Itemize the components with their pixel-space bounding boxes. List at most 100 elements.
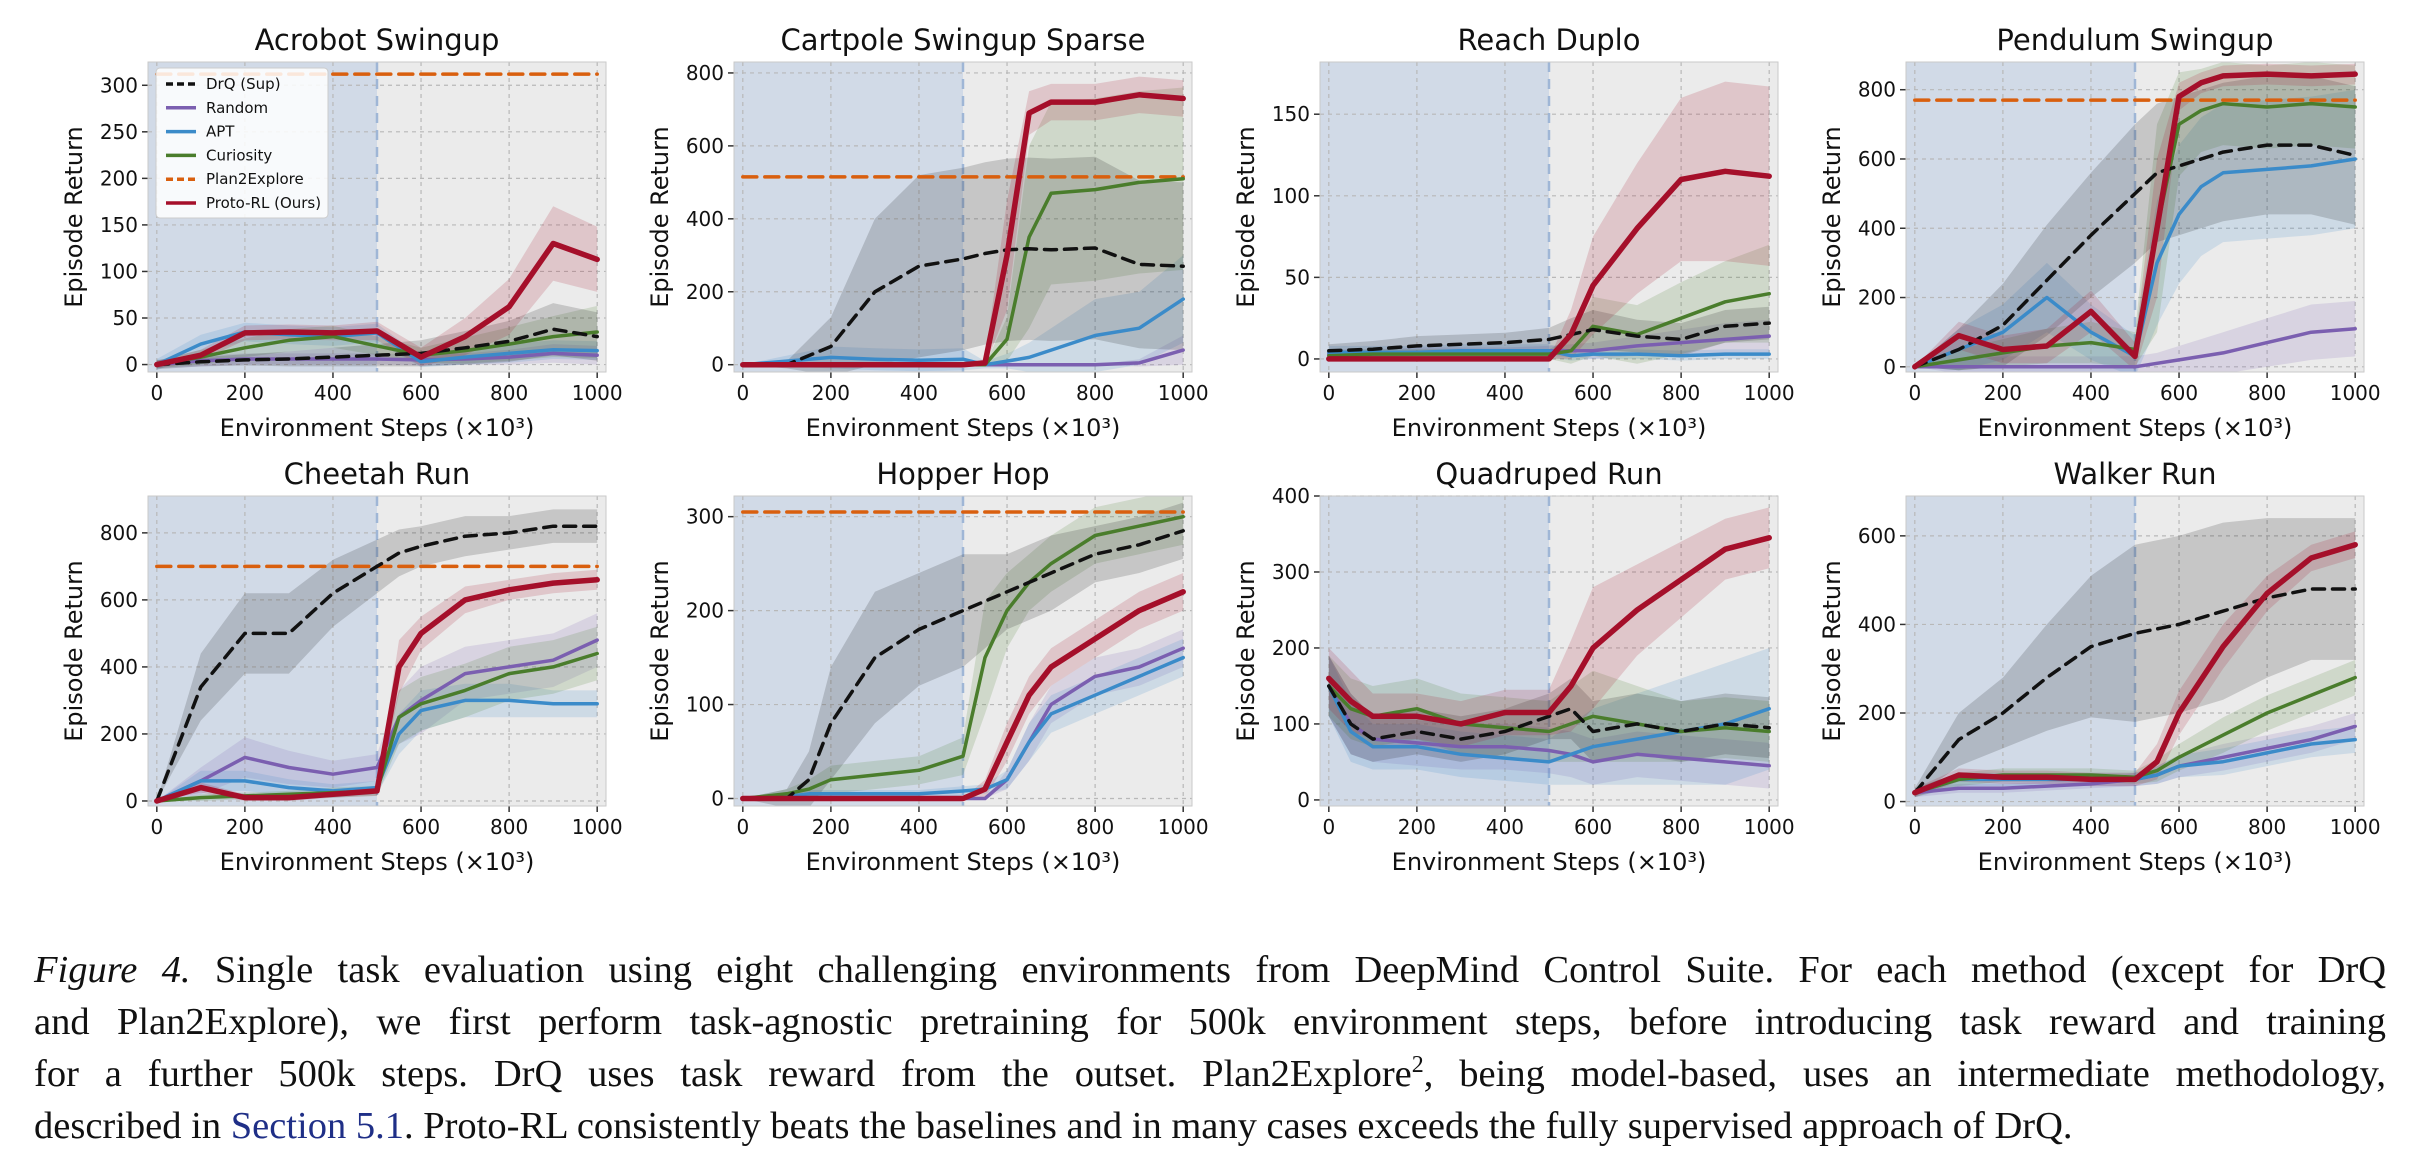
series-line-drq bbox=[741, 529, 1185, 801]
x-tick-label: 600 bbox=[988, 815, 1026, 839]
series-line-drq bbox=[1913, 143, 2357, 369]
chart-acrobot-swingup: 0 200 400 600 800 1000 0 50 100 150 200 250 300 Acrob… bbox=[60, 23, 623, 442]
x-tick-label: 600 bbox=[402, 815, 440, 839]
x-axis-label: Environment Steps (×10³) bbox=[806, 848, 1121, 876]
y-tick-label: 0 bbox=[1883, 790, 1896, 814]
y-axis-label: Episode Return bbox=[1818, 560, 1846, 742]
legend-label-apt: APT bbox=[206, 123, 235, 141]
band-protorl bbox=[1328, 507, 1770, 747]
pretraining-region bbox=[734, 496, 963, 806]
x-tick-label: 0 bbox=[150, 381, 163, 405]
x-axis-label: Environment Steps (×10³) bbox=[1978, 414, 2293, 442]
x-tick-label: 600 bbox=[1574, 815, 1612, 839]
x-tick-label: 1000 bbox=[2330, 381, 2381, 405]
legend-label-plan2explore: Plan2Explore bbox=[206, 170, 304, 188]
band-drq bbox=[742, 502, 1184, 806]
y-tick-label: 0 bbox=[125, 353, 138, 377]
series-line-protorl bbox=[154, 577, 600, 804]
caption-line-4: described in Section 5.1. Proto-RL consi… bbox=[34, 1100, 2386, 1152]
x-tick-label: 800 bbox=[1076, 815, 1114, 839]
x-tick-label: 200 bbox=[812, 815, 850, 839]
y-axis-label: Episode Return bbox=[646, 560, 674, 742]
band-curiosity bbox=[742, 87, 1184, 365]
y-tick-label: 300 bbox=[1272, 560, 1310, 584]
y-axis-label: Episode Return bbox=[1232, 126, 1260, 308]
y-tick-label: 400 bbox=[1272, 484, 1310, 508]
pretraining-region bbox=[1906, 496, 2135, 806]
legend-label-curiosity: Curiosity bbox=[206, 146, 272, 164]
band-drq bbox=[1914, 518, 2356, 798]
plot-frame bbox=[1905, 495, 2365, 807]
chart-walker-run: 0 200 400 600 800 1000 0 200 400 600 Walker Run Env… bbox=[1818, 457, 2381, 876]
x-axis-label: Environment Steps (×10³) bbox=[1392, 848, 1707, 876]
series-line-drq bbox=[1913, 587, 2357, 795]
plot-area bbox=[740, 76, 1186, 372]
chart-title: Pendulum Swingup bbox=[1996, 23, 2273, 57]
section-link[interactable]: Section 5.1 bbox=[230, 1105, 404, 1147]
x-tick-label: 200 bbox=[1984, 381, 2022, 405]
x-tick-label: 200 bbox=[1984, 815, 2022, 839]
x-tick-label: 200 bbox=[1398, 815, 1436, 839]
y-axis-label: Episode Return bbox=[60, 126, 88, 308]
y-tick-label: 100 bbox=[1272, 712, 1310, 736]
band-protorl bbox=[1328, 81, 1770, 359]
x-tick-label: 800 bbox=[490, 381, 528, 405]
y-axis-label: Episode Return bbox=[646, 126, 674, 308]
x-tick-label: 600 bbox=[1574, 381, 1612, 405]
series-line-random bbox=[155, 351, 599, 367]
series-line-random bbox=[1913, 326, 2357, 369]
chart-cheetah-run: 0 200 400 600 800 1000 0 200 400 600 800 Cheetah Ru… bbox=[60, 457, 623, 876]
x-tick-label: 1000 bbox=[1158, 815, 1209, 839]
series-line-drq bbox=[155, 524, 599, 803]
band-random bbox=[1328, 319, 1770, 359]
y-tick-label: 800 bbox=[1858, 78, 1896, 102]
series-line-curiosity bbox=[1327, 291, 1771, 358]
y-tick-label: 200 bbox=[1858, 286, 1896, 310]
x-tick-label: 800 bbox=[1662, 815, 1700, 839]
y-tick-label: 600 bbox=[100, 588, 138, 612]
y-tick-label: 100 bbox=[100, 259, 138, 283]
x-tick-label: 1000 bbox=[572, 815, 623, 839]
y-tick-label: 0 bbox=[125, 789, 138, 813]
legend: DrQ (Sup) Random APT Curiosity Plan2Explore P… bbox=[155, 67, 329, 219]
band-drq bbox=[156, 303, 598, 370]
chart-title: Reach Duplo bbox=[1458, 23, 1641, 57]
plot-area bbox=[154, 72, 600, 371]
band-curiosity bbox=[742, 496, 1184, 799]
y-tick-label: 0 bbox=[711, 353, 724, 377]
legend-label-drq: DrQ (Sup) bbox=[206, 75, 281, 93]
y-tick-label: 200 bbox=[686, 599, 724, 623]
band-random bbox=[156, 613, 598, 801]
series-line-protorl bbox=[740, 92, 1186, 368]
chart-title: Hopper Hop bbox=[876, 457, 1049, 491]
y-tick-label: 800 bbox=[100, 521, 138, 545]
x-tick-label: 200 bbox=[1398, 381, 1436, 405]
pretraining-region bbox=[1320, 496, 1549, 806]
chart-reach-duplo: 0 200 400 600 800 1000 0 50 100 150 Reach Duplo Env… bbox=[1232, 23, 1795, 442]
y-axis-label: Episode Return bbox=[1232, 560, 1260, 742]
series-line-curiosity bbox=[741, 514, 1185, 801]
x-tick-label: 400 bbox=[2072, 815, 2110, 839]
x-tick-label: 800 bbox=[1662, 381, 1700, 405]
series-line-protorl bbox=[740, 589, 1186, 802]
x-axis-label: Environment Steps (×10³) bbox=[1978, 848, 2293, 876]
y-tick-label: 200 bbox=[1858, 701, 1896, 725]
chart-quadruped-run: 0 200 400 600 800 1000 0 100 200 300 400 Quadruped … bbox=[1232, 457, 1795, 876]
figure-caption: Figure 4. Single task evaluation using e… bbox=[34, 944, 2386, 1152]
band-curiosity bbox=[1328, 244, 1770, 364]
x-axis-label: Environment Steps (×10³) bbox=[220, 848, 535, 876]
series-line-protorl bbox=[1912, 71, 2358, 370]
x-tick-label: 800 bbox=[2248, 381, 2286, 405]
plot-frame bbox=[733, 495, 1193, 807]
x-tick-label: 1000 bbox=[1158, 381, 1209, 405]
x-tick-label: 0 bbox=[1908, 815, 1921, 839]
x-tick-label: 400 bbox=[314, 381, 352, 405]
plot-area bbox=[1326, 507, 1772, 789]
series-line-protorl bbox=[1326, 535, 1772, 727]
x-tick-label: 400 bbox=[1486, 381, 1524, 405]
plot-frame bbox=[1319, 495, 1779, 807]
footnote-marker[interactable]: 2 bbox=[1411, 1052, 1424, 1078]
legend-label-random: Random bbox=[206, 99, 268, 117]
chart-title: Walker Run bbox=[2054, 457, 2217, 491]
x-tick-label: 800 bbox=[1076, 381, 1114, 405]
